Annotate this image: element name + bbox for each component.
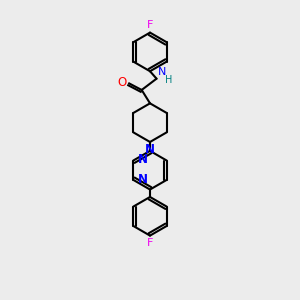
Text: N: N [138, 153, 148, 166]
Text: F: F [147, 238, 153, 248]
Text: N: N [138, 173, 148, 186]
Text: N: N [145, 143, 155, 157]
Text: F: F [147, 20, 153, 30]
Text: N: N [158, 68, 166, 77]
Text: H: H [165, 75, 172, 85]
Text: O: O [117, 76, 126, 89]
